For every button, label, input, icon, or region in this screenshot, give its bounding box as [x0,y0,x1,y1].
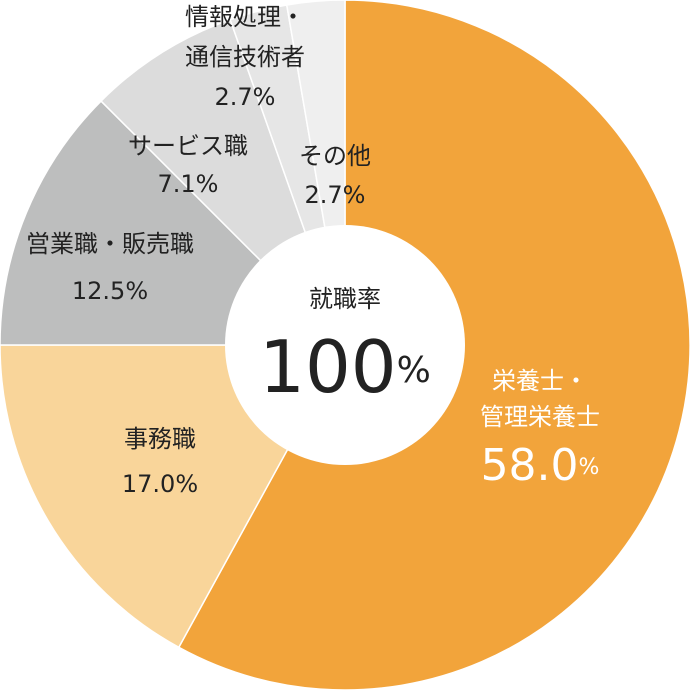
slice-label: 営業職・販売職 [26,230,194,258]
value-label: 17.0% [122,470,198,498]
value-label: 2.7% [215,83,276,111]
value-label: 2.7% [305,181,366,209]
slice-label: 情報処理・通信技術者 [185,3,305,71]
slice-label: サービス職 [128,132,248,160]
donut-hole [225,225,465,465]
slice-label: 事務職 [124,425,196,453]
slice-label: 栄養士・管理栄養士 [480,367,600,431]
center-label: 100% [259,325,431,409]
value-label: 58.0% [481,440,600,491]
slice-label: その他 [299,142,371,170]
center-title: 就職率 [309,285,381,313]
value-label: 12.5% [72,277,148,305]
value-label: 7.1% [158,170,219,198]
